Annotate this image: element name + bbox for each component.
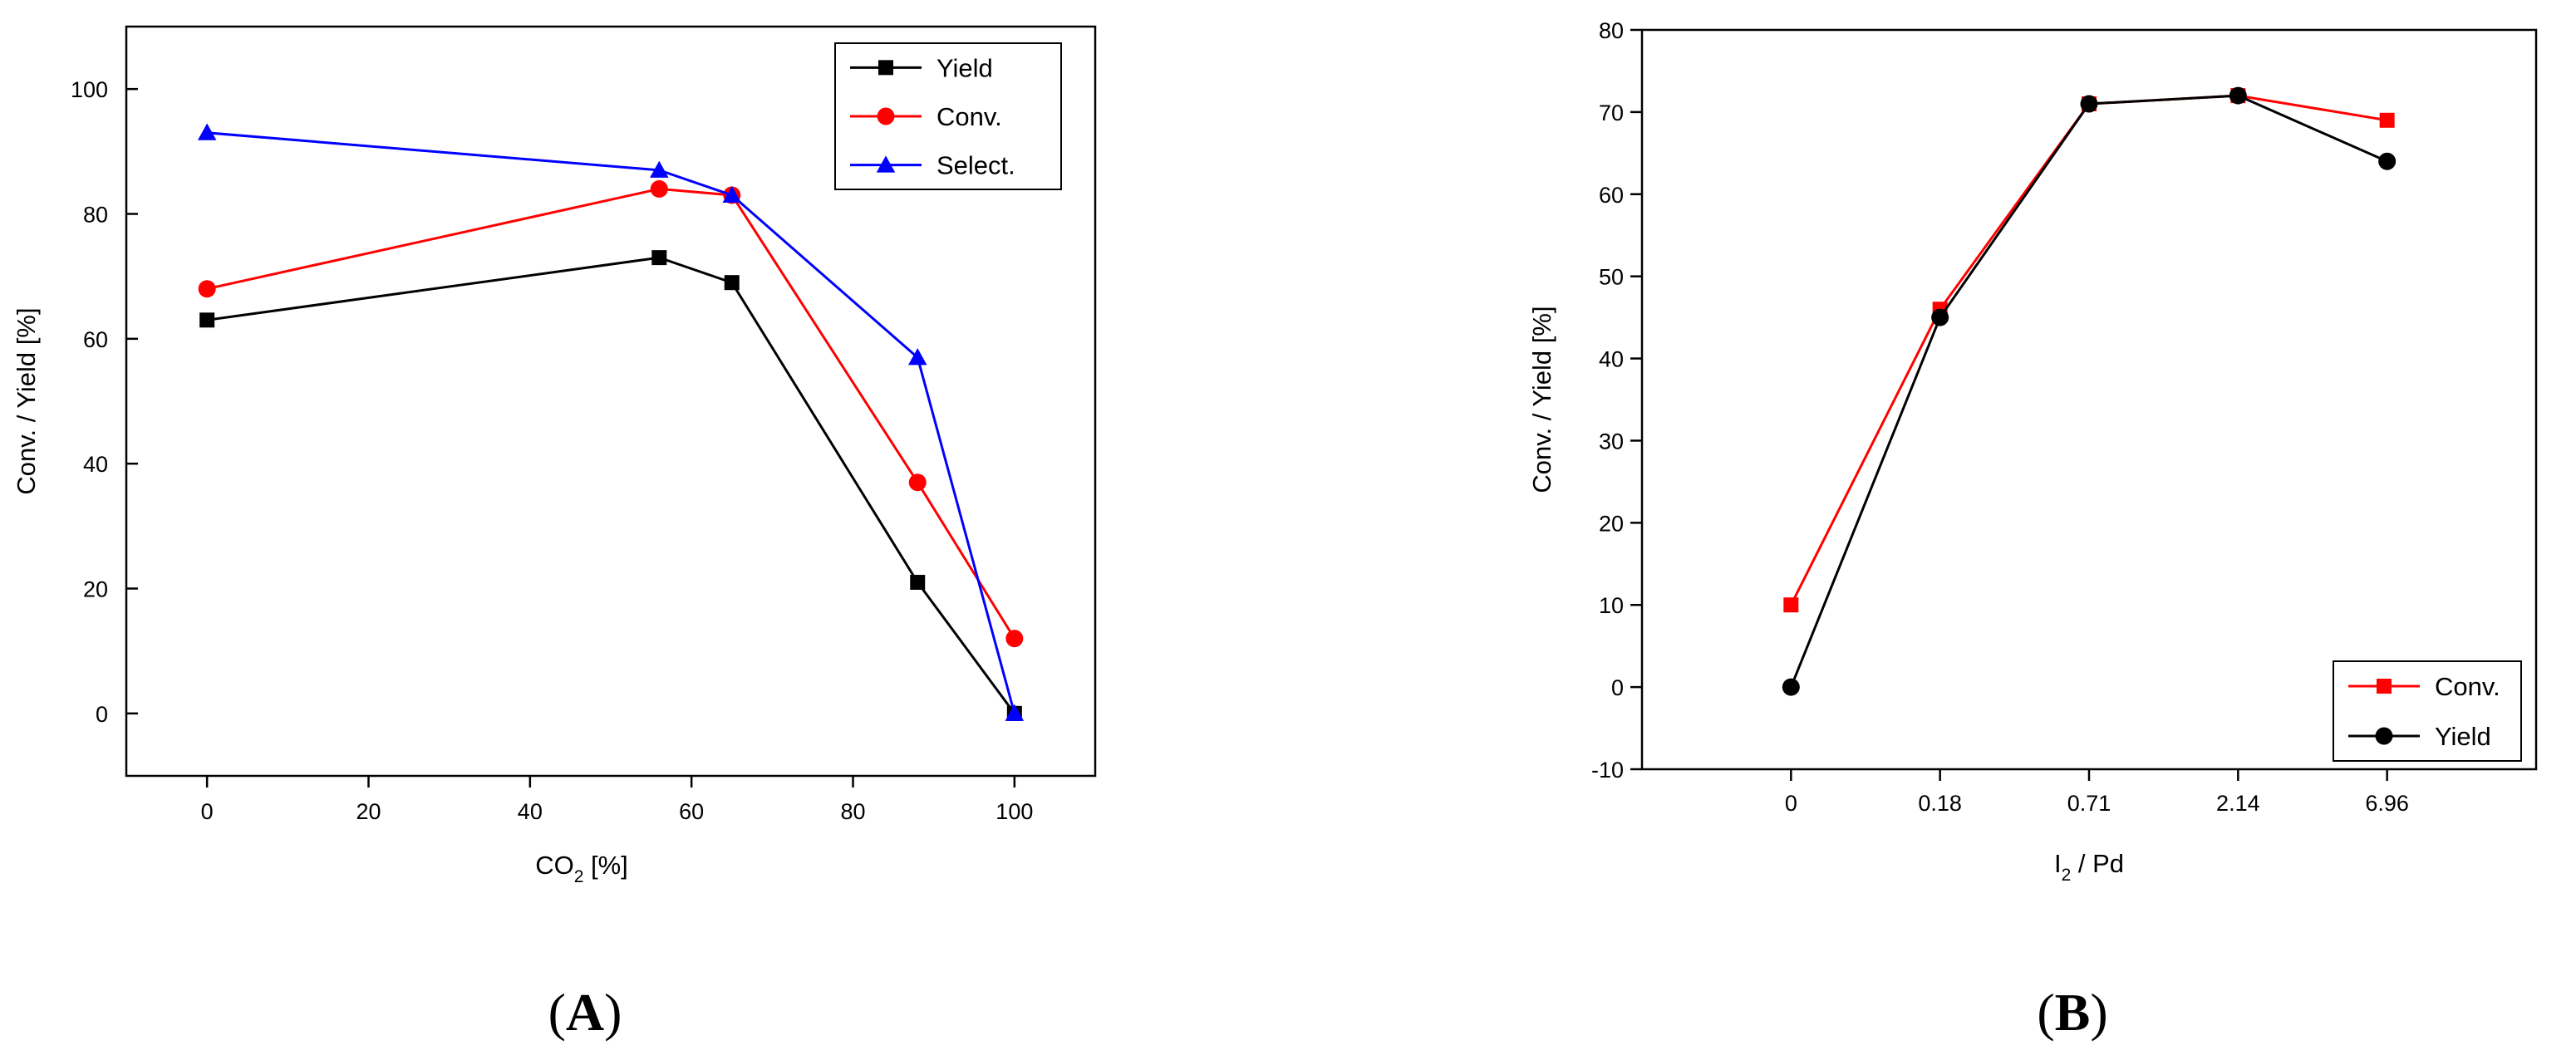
y-tick-label: 0 (96, 702, 108, 727)
data-point (1005, 704, 1025, 721)
y-tick-label: 20 (1599, 511, 1624, 536)
plot-frame (125, 25, 1097, 778)
x-tick-label: 20 (356, 799, 381, 824)
y-tick-label: 10 (1599, 593, 1624, 618)
data-point (722, 185, 741, 203)
data-point (2378, 152, 2397, 170)
y-tick-label: 80 (83, 203, 108, 228)
x-tick-label: 2.14 (2216, 791, 2260, 816)
data-point (910, 574, 926, 590)
series-conv (1783, 88, 2395, 613)
y-tick-label: 70 (1599, 101, 1624, 125)
legend-marker (2377, 679, 2392, 694)
data-point (724, 275, 740, 291)
x-tick-label: 60 (679, 799, 704, 824)
panel-label: (B) (2037, 983, 2107, 1042)
x-tick-label: 0.71 (2067, 791, 2111, 816)
x-axis-title-main: I (2054, 849, 2062, 878)
y-tick-label: 100 (71, 77, 108, 102)
series-conv (198, 179, 1024, 648)
data-point (2229, 86, 2247, 105)
panel-label-close: ) (604, 983, 622, 1042)
panel-label-letter: A (566, 983, 604, 1042)
data-point (1005, 630, 1024, 648)
y-tick-label: 40 (1599, 347, 1624, 372)
y-tick-label: 40 (83, 452, 108, 477)
x-tick-label: 80 (840, 799, 865, 824)
x-tick-label: 0 (1785, 791, 1797, 816)
legend-label: Yield (937, 53, 993, 82)
legend-label: Conv. (2435, 672, 2500, 701)
x-tick-label: 6.96 (2365, 791, 2409, 816)
legend: Conv. Yield (2333, 660, 2522, 762)
data-point (2379, 112, 2395, 128)
series-line (207, 131, 1016, 714)
legend-box (2333, 660, 2522, 762)
x-axis-title-sub: 2 (574, 867, 584, 886)
data-point (651, 250, 667, 266)
y-tick-label: 60 (83, 327, 108, 352)
data-point (198, 280, 216, 298)
x-axis-title-rest: / Pd (2071, 849, 2124, 878)
series-line (1789, 94, 2387, 606)
x-tick-label: 0 (201, 799, 214, 824)
legend-label: Select. (937, 151, 1015, 180)
series-yield (1782, 86, 2397, 696)
panel-label: (A) (548, 983, 622, 1042)
x-axis-title: CO2 [%] (535, 851, 628, 886)
chart-panel-a: 0 20 40 60 80 100 0 20 40 60 80 100 CO2 [%] Conv. / Y… (12, 25, 1097, 1042)
y-tick-label: 30 (1599, 429, 1624, 454)
data-point (1931, 308, 1949, 326)
y-axis-title: Conv. / Yield [%] (1527, 306, 1556, 493)
data-point (907, 348, 927, 366)
legend-marker (876, 155, 896, 173)
data-point (908, 473, 927, 492)
data-point (199, 312, 215, 328)
series-line (206, 187, 1016, 640)
x-axis-title-main: CO (535, 851, 574, 880)
data-point (2080, 95, 2098, 113)
data-point (650, 160, 669, 178)
panel-label-open: ( (2037, 983, 2054, 1042)
series-yield (199, 250, 1022, 721)
y-tick-label: -10 (1591, 758, 1624, 783)
panel-label-letter: B (2055, 983, 2091, 1042)
panel-label-close: ) (2090, 983, 2107, 1042)
x-axis-title: I2 / Pd (2054, 849, 2124, 885)
legend-label: Conv. (937, 102, 1002, 131)
y-tick-label: 0 (1611, 675, 1624, 700)
x-tick-label: 100 (995, 799, 1033, 824)
legend-label: Yield (2435, 722, 2491, 751)
x-axis-title-rest: [%] (583, 851, 627, 880)
x-tick-label: 40 (518, 799, 543, 824)
legend-marker (2375, 727, 2393, 745)
y-tick-label: 60 (1599, 183, 1624, 208)
y-tick-label: 20 (83, 577, 108, 602)
y-axis-title: Conv. / Yield [%] (12, 307, 41, 494)
x-axis-title-sub: 2 (2062, 866, 2072, 885)
chart-panel-b: -10 0 10 20 30 40 50 60 70 80 0 0.18 0.71 2.14 6.96 I2 … (1527, 18, 2538, 1042)
data-point (650, 179, 668, 198)
y-tick-label: 80 (1599, 18, 1624, 43)
y-tick-label: 50 (1599, 265, 1624, 290)
data-point (197, 123, 217, 140)
data-point (1783, 597, 1799, 613)
plot-frame (1640, 28, 2538, 771)
data-point (1782, 678, 1800, 696)
series-line (206, 256, 1016, 714)
series-select (197, 123, 1025, 721)
panel-label-open: ( (548, 983, 566, 1042)
x-tick-label: 0.18 (1918, 791, 1962, 816)
legend-marker (878, 60, 893, 76)
legend-marker (877, 107, 895, 125)
series-line (1789, 94, 2388, 688)
legend: Yield Conv. Select. (834, 42, 1062, 190)
